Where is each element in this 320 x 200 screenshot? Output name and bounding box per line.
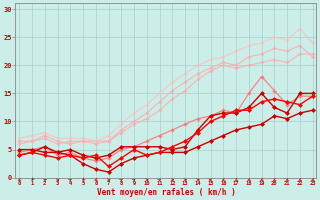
- X-axis label: Vent moyen/en rafales ( km/h ): Vent moyen/en rafales ( km/h ): [97, 188, 235, 197]
